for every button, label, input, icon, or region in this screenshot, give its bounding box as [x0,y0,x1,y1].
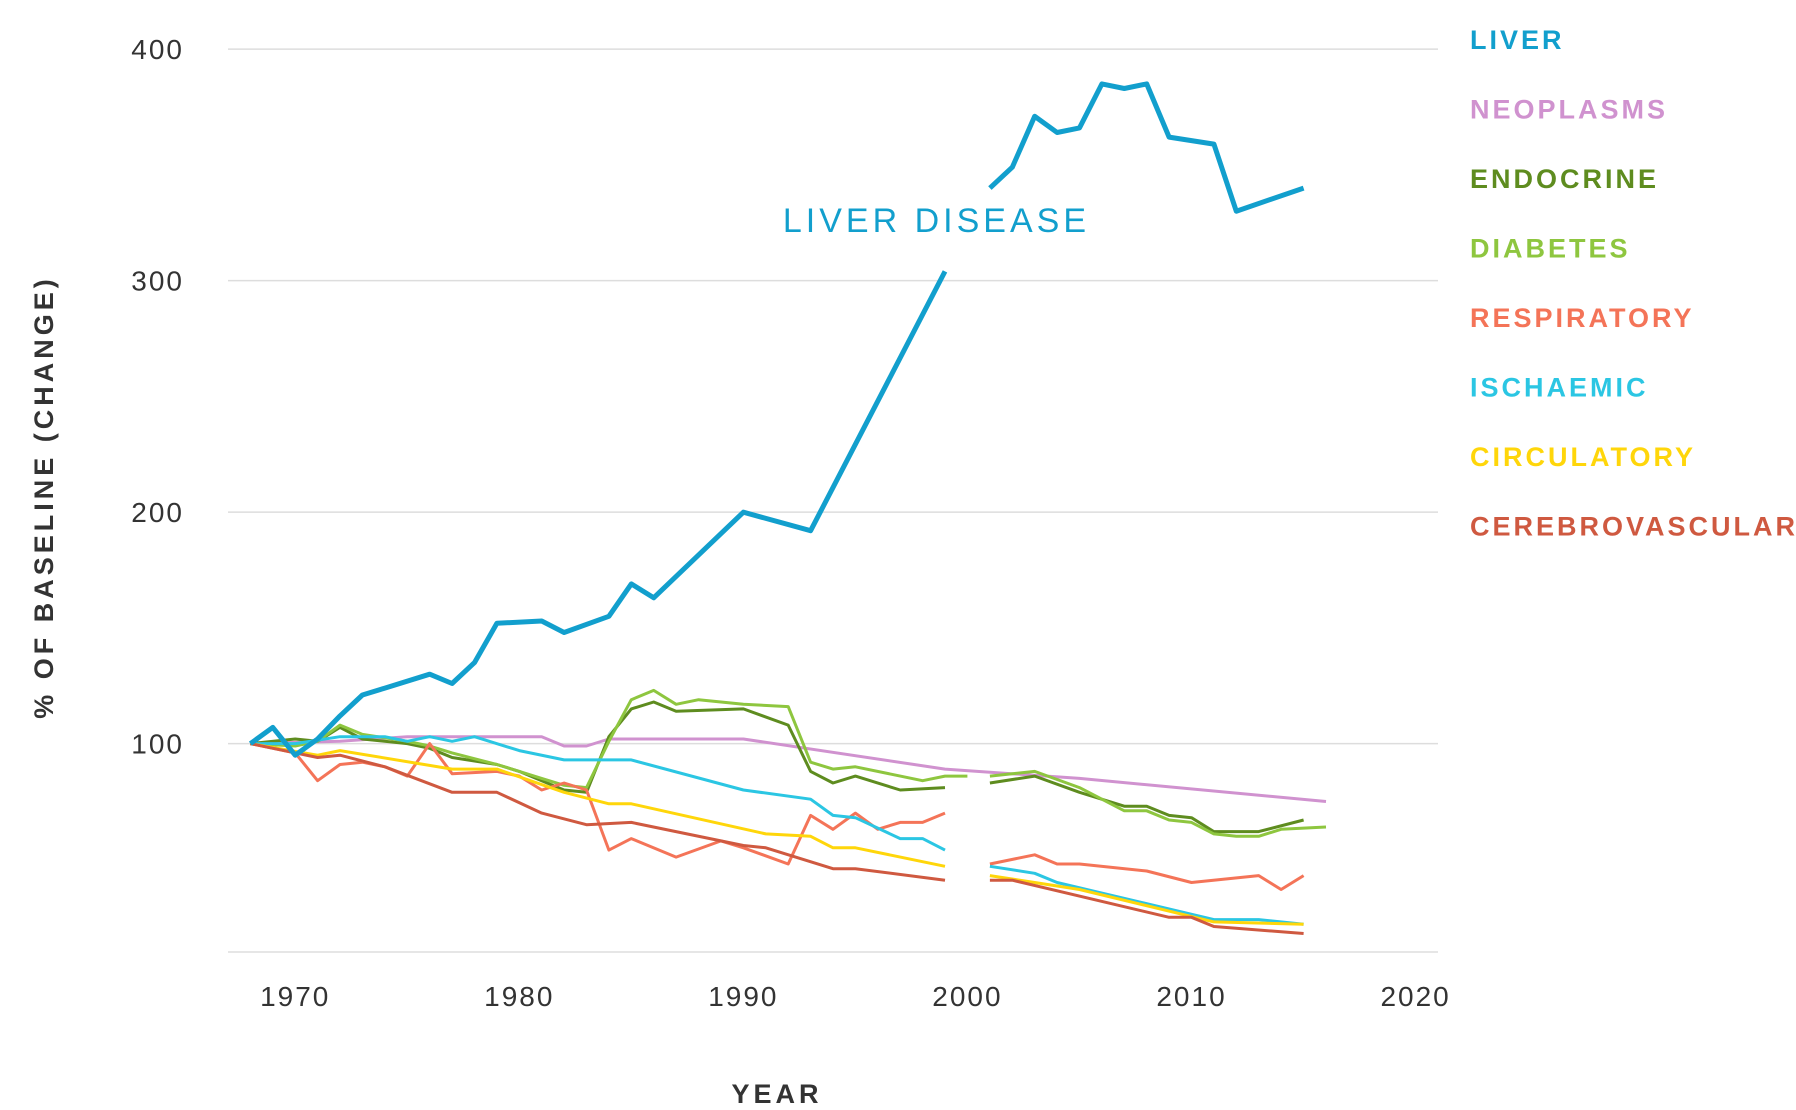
series-line-ischaemic-1 [250,735,946,852]
y-tick-label: 200 [131,497,184,528]
legend-item-cerebrovascular: CEREBROVASCULAR [1470,512,1796,542]
x-axis: 1970 1980 1990 2000 2010 2020 [260,981,1450,1012]
series-layer [248,81,1327,935]
grid-layer [228,48,1438,953]
liver-disease-annotation: LIVER DISEASE [783,202,1090,240]
legend-item-circulatory: CIRCULATORY [1470,442,1696,472]
series-line-liver-2 [988,81,1305,214]
y-axis: 100 200 300 400 [131,34,184,760]
legend-item-liver: LIVER [1470,25,1565,55]
legend-item-neoplasms: NEOPLASMS [1470,95,1668,125]
series-line-liver-1 [248,270,948,758]
series-line-diabetes-2 [989,769,1327,838]
series-line-endocrine-1 [250,700,946,794]
y-tick-label: 100 [131,729,184,760]
series-circulatory [250,742,1304,926]
y-tick-label: 300 [131,266,184,297]
series-line-cerebrovascular-2 [989,878,1304,935]
legend-item-ischaemic: ISCHAEMIC [1470,373,1649,403]
series-line-endocrine-2 [989,774,1304,834]
series-line-ischaemic-2 [989,864,1304,926]
y-axis-title: % OF BASELINE (CHANGE) [29,275,59,719]
x-axis-title: YEAR [731,1079,822,1109]
annotation-layer: LIVER DISEASE [783,202,1090,240]
legend-item-endocrine: ENDOCRINE [1470,164,1659,194]
x-tick-label: 2010 [1156,981,1226,1012]
series-ischaemic [250,735,1304,926]
x-tick-label: 2000 [932,981,1002,1012]
series-liver [248,81,1305,758]
series-line-cerebrovascular-1 [250,742,946,882]
series-respiratory [250,742,1305,891]
legend-item-respiratory: RESPIRATORY [1470,303,1695,333]
legend: LIVER NEOPLASMS ENDOCRINE DIABETES RESPIRATO… [1470,25,1796,542]
x-tick-label: 2020 [1380,981,1450,1012]
y-tick-label: 400 [131,34,184,65]
x-tick-label: 1970 [260,981,330,1012]
series-line-circulatory-2 [989,874,1304,926]
x-tick-label: 1980 [484,981,554,1012]
legend-item-diabetes: DIABETES [1470,234,1631,264]
series-cerebrovascular [250,742,1304,935]
series-line-circulatory-1 [250,742,946,868]
series-line-respiratory-2 [989,853,1305,891]
x-tick-label: 1990 [708,981,778,1012]
